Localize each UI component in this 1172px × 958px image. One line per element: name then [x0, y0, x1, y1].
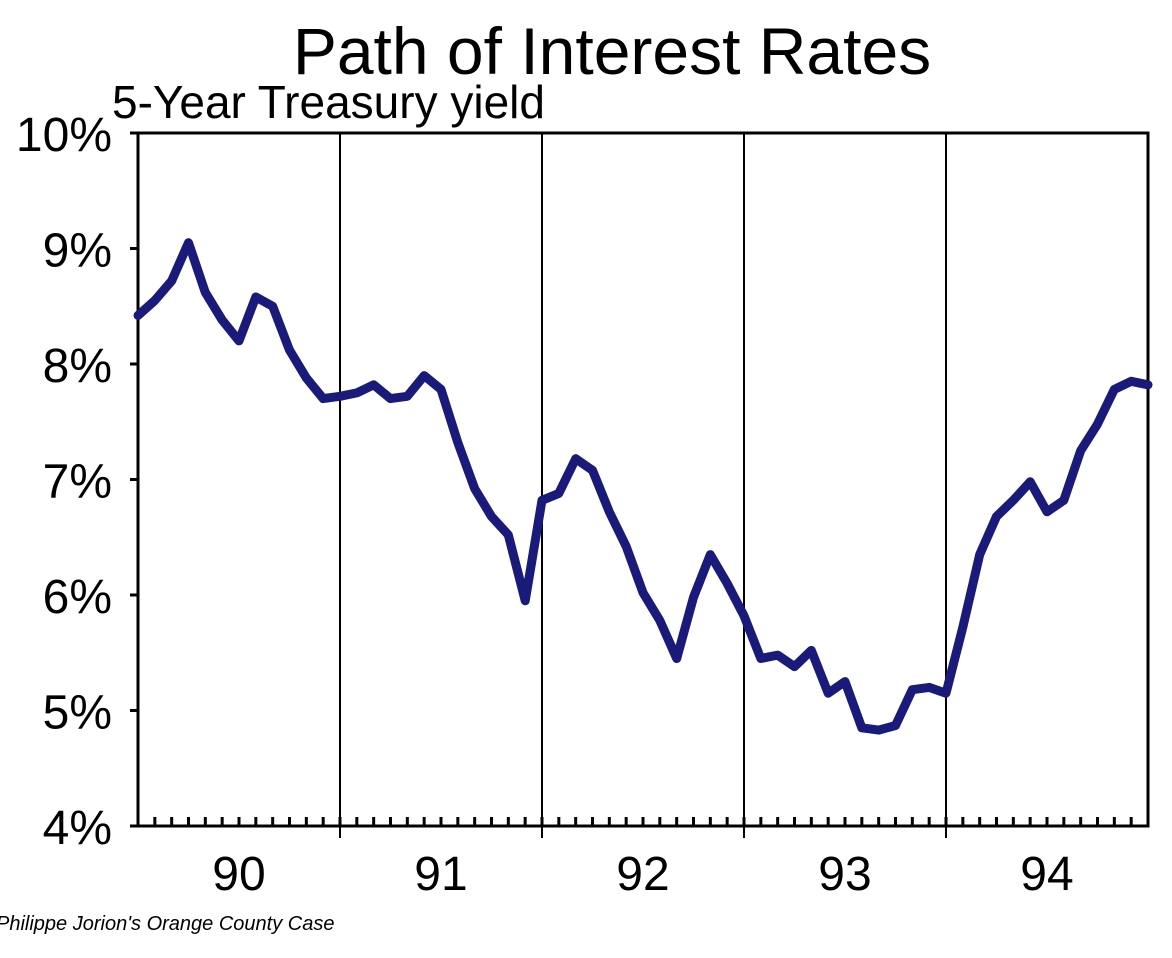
plot-frame [136, 131, 1150, 828]
yield-series-line [133, 238, 1153, 735]
x-tick-label: 93 [818, 848, 871, 901]
y-tick-label: 10% [16, 109, 112, 162]
x-tick-label: 90 [212, 848, 265, 901]
chart-title: Path of Interest Rates [293, 14, 931, 88]
y-tick-label: 8% [43, 340, 112, 393]
chart-subtitle: 5-Year Treasury yield [112, 76, 545, 128]
x-tick-label: 94 [1020, 848, 1073, 901]
y-tick-label: 5% [43, 687, 112, 740]
y-tick-label: 4% [43, 802, 112, 855]
x-tick-label: 91 [414, 848, 467, 901]
x-tick-labels: 90 91 92 93 94 [212, 848, 1073, 901]
x-tick-label: 92 [616, 848, 669, 901]
year-dividers [339, 133, 947, 838]
source-credit: Philippe Jorion's Orange County Case [0, 913, 334, 935]
y-tick-label: 9% [43, 225, 112, 278]
y-tick-label: 7% [43, 456, 112, 509]
y-tick-label: 6% [43, 571, 112, 624]
y-tick-labels: 4% 5% 6% 7% 8% 9% 10% [16, 109, 138, 855]
